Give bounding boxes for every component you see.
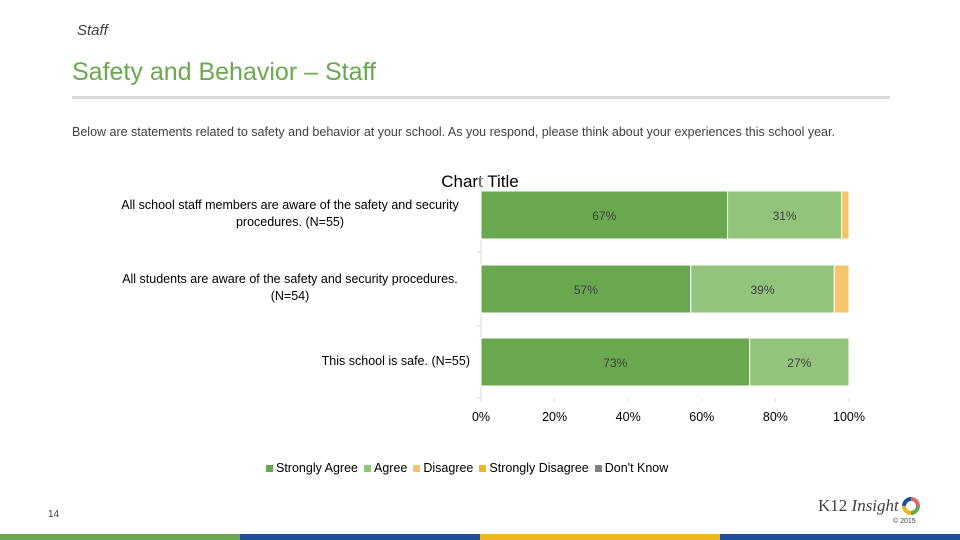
legend-label: Strongly Disagree <box>489 461 589 475</box>
legend-item: Strongly Agree <box>266 461 358 475</box>
data-label: 57% <box>574 283 598 297</box>
x-tick-label: 80% <box>763 410 788 424</box>
bar-segment <box>749 337 850 387</box>
legend-item: Don't Know <box>594 461 669 475</box>
footer-color-segment <box>0 534 240 540</box>
logo-ring-icon <box>901 497 920 515</box>
k12-insight-logo: K12 Insight <box>818 496 921 516</box>
x-tick-label: 40% <box>616 410 641 424</box>
page-number: 14 <box>48 509 60 520</box>
chart-title: Chart Title <box>441 172 519 191</box>
footer-color-segment <box>240 534 480 540</box>
bar-segment <box>727 190 843 240</box>
legend-swatch <box>364 464 371 472</box>
legend-item: Agree <box>364 461 407 475</box>
title-divider <box>72 96 890 99</box>
logo-k12-text: K12 <box>818 496 848 515</box>
legend-item: Strongly Disagree <box>479 461 589 475</box>
category-label-line: All school staff members are aware of th… <box>121 198 459 212</box>
bar-segment <box>480 190 729 240</box>
legend-label: Strongly Agree <box>276 461 358 475</box>
data-label: 39% <box>751 283 775 297</box>
x-tick-label: 20% <box>542 410 567 424</box>
category-label-line: This school is safe. (N=55) <box>321 353 470 368</box>
legend-swatch <box>479 464 487 472</box>
intro-text: Below are statements related to safety a… <box>72 125 835 139</box>
logo-wordmark: K12 Insight <box>818 496 899 516</box>
bar-segment <box>833 264 850 314</box>
legend-label: Don't Know <box>604 461 669 475</box>
legend-item: Disagree <box>413 461 473 475</box>
category-label: All students are aware of the safety and… <box>110 271 470 305</box>
footer-color-bar <box>0 534 960 540</box>
legend-swatch <box>594 464 602 472</box>
legend-swatch <box>266 464 273 472</box>
copyright-text: © 2015 <box>893 518 916 525</box>
category-label: All school staff members are aware of th… <box>110 197 470 231</box>
logo-insight-text: Insight <box>851 496 899 515</box>
footer-color-segment <box>480 534 720 540</box>
category-label-line: (N=54) <box>270 289 310 303</box>
legend-label: Disagree <box>423 461 474 475</box>
x-tick-label: 60% <box>689 410 714 424</box>
category-label: This school is safe. (N=55) <box>110 353 470 370</box>
x-tick-label: 0% <box>472 410 490 424</box>
page-title: Safety and Behavior – Staff <box>72 58 376 86</box>
category-label-line: procedures. (N=55) <box>235 215 345 229</box>
footer-color-segment <box>720 534 960 540</box>
section-label: Staff <box>77 22 108 39</box>
bar-segment <box>841 190 850 240</box>
chart-legend: Strongly Agree Agree Disagree Strongly Disa… <box>266 461 674 475</box>
legend-label: Agree <box>374 461 408 475</box>
category-label-line: All students are aware of the safety and… <box>122 272 458 286</box>
data-label: 31% <box>773 209 797 223</box>
bar-segment <box>480 337 751 387</box>
x-tick-label: 100% <box>833 410 865 424</box>
legend-swatch <box>413 464 421 472</box>
data-label: 27% <box>787 356 811 370</box>
data-label: 73% <box>603 356 627 370</box>
data-label: 67% <box>592 209 616 223</box>
